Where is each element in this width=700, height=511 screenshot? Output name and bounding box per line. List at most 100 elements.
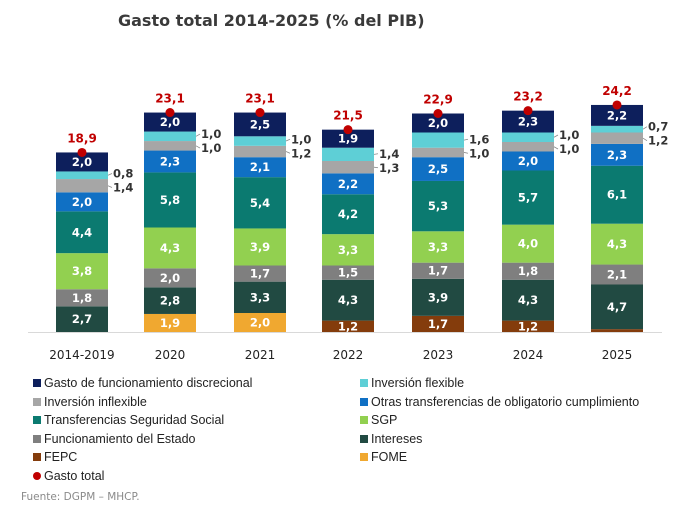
segment-value-label: 1,8 (72, 291, 92, 305)
segment-value-label: 1,9 (338, 132, 358, 146)
total-marker (612, 100, 622, 110)
segment-value-label: 1,0 (559, 128, 579, 142)
legend-item: Gasto de funcionamiento discrecional (33, 375, 360, 391)
bar-segment (234, 136, 286, 146)
total-marker (343, 125, 353, 135)
bar-segment (502, 279, 554, 321)
bar-segment (502, 170, 554, 225)
bar-segment (502, 132, 554, 142)
segment-value-label: 2,0 (72, 155, 92, 169)
segment-value-label: 1,0 (559, 142, 579, 156)
leader-line (107, 185, 113, 188)
bar-segment (144, 268, 196, 288)
bar-segment (56, 211, 108, 254)
segment-value-label: 0,8 (113, 166, 133, 180)
segment-value-label: 5,7 (518, 191, 538, 205)
bar-segment (234, 228, 286, 266)
segment-value-label: 2,0 (250, 316, 270, 330)
segment-value-label: 2,5 (250, 117, 270, 131)
bar-segment (322, 234, 374, 266)
bar-segment (144, 287, 196, 314)
legend-label: FEPC (44, 450, 78, 464)
bar-segment (412, 157, 464, 181)
bar-segment (412, 231, 464, 263)
total-marker (165, 108, 175, 118)
segment-value-label: 2,2 (338, 177, 358, 191)
bar-segment (322, 161, 374, 174)
leader-line (107, 173, 113, 176)
segment-value-label: 5,8 (160, 193, 180, 207)
segment-value-label: 3,8 (72, 264, 92, 278)
category-label: 2021 (245, 348, 276, 362)
category-label: 2025 (602, 348, 633, 362)
bar-segment (591, 104, 643, 126)
bar-segment (56, 306, 108, 332)
category-label: 2014-2019 (49, 348, 114, 362)
segment-value-label: 4,2 (338, 207, 358, 221)
segment-value-label: 3,3 (338, 243, 358, 257)
stacked-bar-chart: Gasto total 2014-2025 (% del PIB) 2,7 1,8… (28, 11, 668, 362)
leader-line (553, 146, 559, 150)
bar-segment (591, 284, 643, 330)
segment-value-label: 2,0 (518, 154, 538, 168)
legend-label: Intereses (371, 431, 423, 446)
segment-value-label: 2,7 (72, 312, 92, 326)
legend-item: Transferencias Seguridad Social (33, 412, 360, 428)
total-marker (433, 109, 443, 118)
segment-value-label: 1,2 (338, 319, 358, 333)
bar-segment (234, 313, 286, 332)
segment-value-label: 1,0 (291, 132, 311, 146)
bar-segment (412, 278, 464, 316)
total-value-label: 18,9 (67, 131, 97, 145)
segment-value-label: 1,9 (160, 316, 180, 330)
bar-segment (591, 143, 643, 166)
bar-segment (56, 152, 108, 172)
segment-value-label: 1,2 (648, 134, 668, 148)
legend-label: Funcionamiento del Estado (44, 431, 196, 446)
bar-segment (234, 112, 286, 137)
legend-swatch-icon (33, 434, 41, 443)
leader-line (373, 153, 379, 155)
segment-value-label: 1,0 (201, 141, 221, 155)
legend-swatch-icon (33, 397, 41, 406)
segment-value-label: 2,1 (250, 160, 270, 174)
bar-segment (412, 132, 464, 148)
bar-segment (412, 180, 464, 232)
legend-swatch-icon (33, 379, 41, 387)
segment-value-label: 2,3 (607, 148, 627, 162)
leader-line (463, 138, 469, 141)
segment-value-label: 3,3 (428, 240, 448, 254)
bar-segment (412, 315, 464, 332)
bar-segment (144, 131, 196, 142)
segment-value-label: 2,0 (160, 271, 180, 285)
segment-value-label: 2,0 (160, 115, 180, 129)
legend-item: FOME (360, 449, 690, 465)
segment-value-label: 6,1 (607, 188, 627, 202)
bar-segment (412, 113, 464, 133)
leader-line (285, 138, 291, 142)
total-value-label: 21,5 (333, 109, 363, 123)
bar-segment (144, 150, 196, 173)
chart-title: Gasto total 2014-2025 (% del PIB) (118, 11, 425, 30)
segment-value-label: 1,6 (469, 132, 489, 146)
leader-line (553, 134, 559, 138)
legend-item: Intereses (360, 431, 690, 447)
leader-line (463, 152, 469, 154)
segment-value-label: 1,7 (250, 267, 270, 281)
total-value-label: 22,9 (423, 93, 453, 107)
segment-value-label: 4,3 (518, 293, 538, 307)
segment-value-label: 1,3 (379, 161, 399, 175)
legend-item: Inversión inflexible (33, 394, 360, 410)
segment-value-label: 1,5 (338, 266, 358, 280)
bar-segment (591, 125, 643, 133)
bar-segment (234, 281, 286, 313)
segment-value-label: 4,4 (72, 225, 92, 239)
segment-value-label: 0,7 (648, 120, 668, 134)
legend-swatch-icon (33, 416, 41, 424)
bar-segment (234, 157, 286, 178)
bar-segment (502, 262, 554, 280)
legend-swatch-icon (33, 453, 41, 461)
bar-segment (502, 224, 554, 263)
bar-segment (144, 172, 196, 228)
category-label: 2020 (155, 348, 186, 362)
